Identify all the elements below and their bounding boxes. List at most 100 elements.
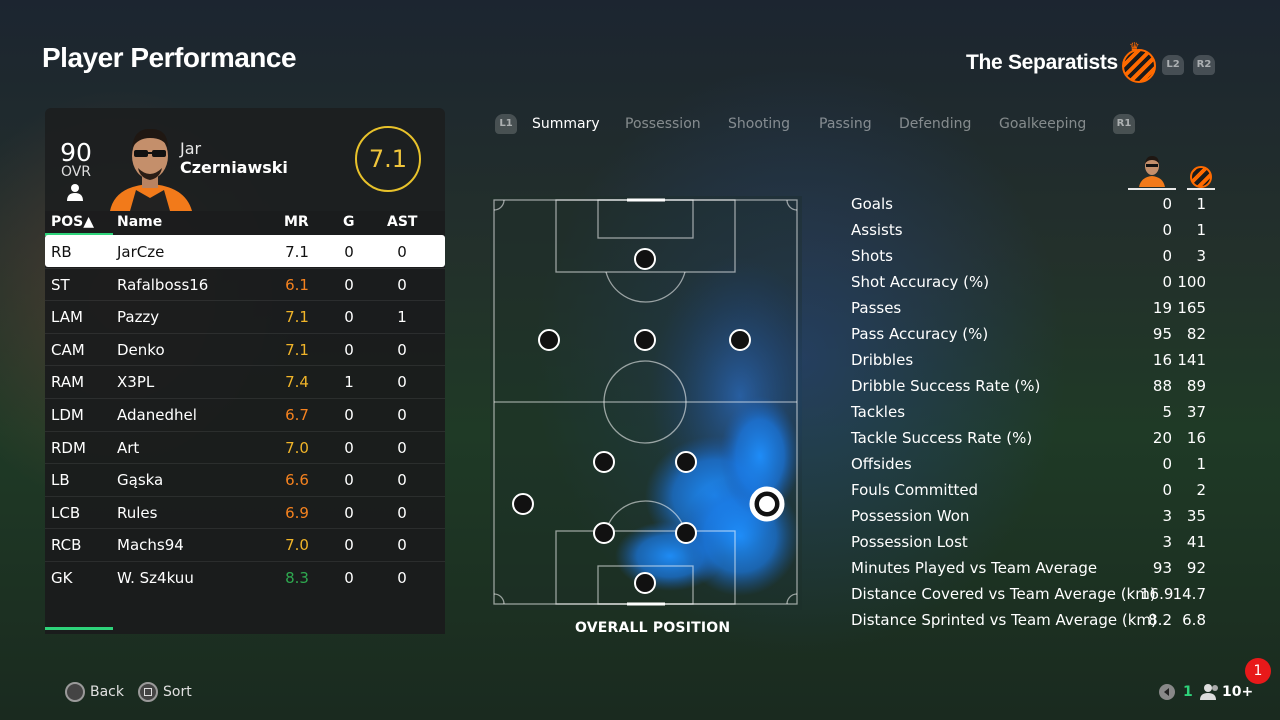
stat-label: Minutes Played vs Team Average (851, 559, 1098, 577)
row-g: 0 (344, 503, 354, 522)
g-column-header[interactable]: G (343, 214, 355, 230)
team-crest-small-icon (1190, 166, 1212, 188)
table-row-selected[interactable]: RB JarCze 7.1 0 0 (45, 235, 445, 267)
row-pos: RAM (51, 373, 85, 392)
match-rating: 7.1 (355, 126, 421, 192)
row-pos: RB (51, 243, 72, 261)
player-first-name: Jar (180, 139, 202, 158)
player-marker (593, 451, 615, 473)
table-row[interactable]: RDM Art 7.0 0 0 (45, 430, 445, 463)
table-row[interactable]: ST Rafalboss16 6.1 0 0 (45, 267, 445, 300)
row-pos: LAM (51, 308, 83, 327)
row-pos: GK (51, 569, 73, 587)
r2-button-icon[interactable]: R2 (1193, 55, 1215, 75)
stat-team-value: 100 (1177, 273, 1206, 291)
row-name: X3PL (117, 373, 155, 392)
table-row[interactable]: LDM Adanedhel 6.7 0 0 (45, 398, 445, 430)
stat-label: Offsides (851, 455, 912, 473)
tab-passing[interactable]: Passing (819, 116, 872, 132)
name-column-header[interactable]: Name (117, 214, 163, 230)
row-mr: 6.1 (285, 275, 309, 294)
row-ast: 0 (397, 373, 407, 392)
stat-player-value: 0 (1162, 221, 1172, 239)
stat-player-value: 3 (1162, 507, 1172, 525)
row-ast: 0 (397, 471, 407, 490)
team-crest-icon (1122, 49, 1156, 83)
stat-team-value: 16 (1186, 429, 1206, 447)
player-marker (512, 493, 534, 515)
tab-shooting[interactable]: Shooting (728, 116, 791, 132)
tab-summary[interactable]: Summary (532, 116, 600, 132)
scroll-indicator (45, 627, 113, 630)
circle-button-icon[interactable] (65, 682, 85, 702)
stat-label: Distance Sprinted vs Team Average (km) (851, 611, 1157, 629)
player-marker (729, 329, 751, 351)
ast-column-header[interactable]: AST (387, 214, 418, 230)
r1-button-icon[interactable]: R1 (1113, 114, 1135, 134)
row-name: W. Sz4kuu (117, 569, 194, 587)
row-pos: LCB (51, 503, 81, 522)
l1-button-icon[interactable]: L1 (495, 114, 517, 134)
row-g: 0 (344, 471, 354, 490)
team-name: The Separatists (966, 51, 1118, 74)
stat-team-value: 6.8 (1182, 611, 1206, 629)
row-name: Denko (117, 340, 165, 359)
table-row[interactable]: LB Gąska 6.6 0 0 (45, 463, 445, 495)
stat-player-value: 0 (1162, 273, 1172, 291)
row-ast: 0 (397, 569, 407, 587)
tab-goalkeeping[interactable]: Goalkeeping (999, 116, 1087, 132)
sort-button[interactable]: Sort (163, 684, 192, 700)
l2-button-icon[interactable]: L2 (1162, 55, 1184, 75)
tab-possession[interactable]: Possession (625, 116, 701, 132)
square-button-icon[interactable] (138, 682, 158, 702)
tab-defending[interactable]: Defending (899, 116, 972, 132)
stat-player-value: 93 (1152, 559, 1172, 577)
stat-label: Possession Lost (851, 533, 968, 551)
row-mr: 8.3 (285, 569, 309, 587)
player-ovr: 90 (60, 138, 92, 167)
pos-column-header[interactable]: POS▲ (51, 214, 95, 230)
player-last-name: Czerniawski (180, 158, 288, 177)
stat-player-value: 0 (1162, 455, 1172, 473)
stat-label: Assists (851, 221, 903, 239)
stat-label: Pass Accuracy (%) (851, 325, 989, 343)
stat-player-value: 0 (1162, 195, 1172, 213)
row-name: Rafalboss16 (117, 275, 209, 294)
mr-column-header[interactable]: MR (284, 214, 309, 230)
stat-label: Shot Accuracy (%) (851, 273, 990, 291)
table-row[interactable]: LAM Pazzy 7.1 0 1 (45, 300, 445, 332)
online-count: 1 (1183, 684, 1193, 700)
back-button[interactable]: Back (90, 684, 124, 700)
table-row[interactable]: RAM X3PL 7.4 1 0 (45, 365, 445, 397)
row-ast: 0 (397, 243, 407, 261)
row-g: 0 (344, 569, 354, 587)
row-pos: RDM (51, 438, 86, 457)
row-g: 0 (344, 406, 354, 424)
row-mr: 7.1 (285, 243, 309, 261)
row-name: Gąska (117, 471, 164, 490)
speaker-icon (1159, 684, 1175, 700)
stat-team-value: 3 (1196, 247, 1206, 265)
row-g: 0 (344, 536, 354, 555)
stat-label: Goals (851, 195, 893, 213)
stat-player-value: 5 (1162, 403, 1172, 421)
table-row[interactable]: CAM Denko 7.1 0 0 (45, 332, 445, 365)
table-row[interactable]: RCB Machs94 7.0 0 0 (45, 528, 445, 560)
stat-label: Possession Won (851, 507, 970, 525)
friends-icon[interactable] (1200, 683, 1222, 701)
stat-player-value: 20 (1152, 429, 1172, 447)
stat-player-value: 88 (1152, 377, 1172, 395)
stat-team-value: 141 (1177, 351, 1206, 369)
row-mr: 6.6 (285, 471, 309, 490)
team-column-underline (1187, 188, 1215, 190)
player-marker (634, 248, 656, 270)
stat-label: Tackles (851, 403, 906, 421)
stat-team-value: 1 (1196, 195, 1206, 213)
page-title: Player Performance (42, 42, 297, 73)
notification-badge[interactable]: 1 (1245, 658, 1271, 684)
table-row[interactable]: GK W. Sz4kuu 8.3 0 0 (45, 561, 445, 593)
table-row[interactable]: LCB Rules 6.9 0 0 (45, 495, 445, 528)
pitch-caption: OVERALL POSITION (575, 620, 731, 636)
stat-label: Tackle Success Rate (%) (851, 429, 1033, 447)
stat-player-value: 8.2 (1148, 611, 1172, 629)
